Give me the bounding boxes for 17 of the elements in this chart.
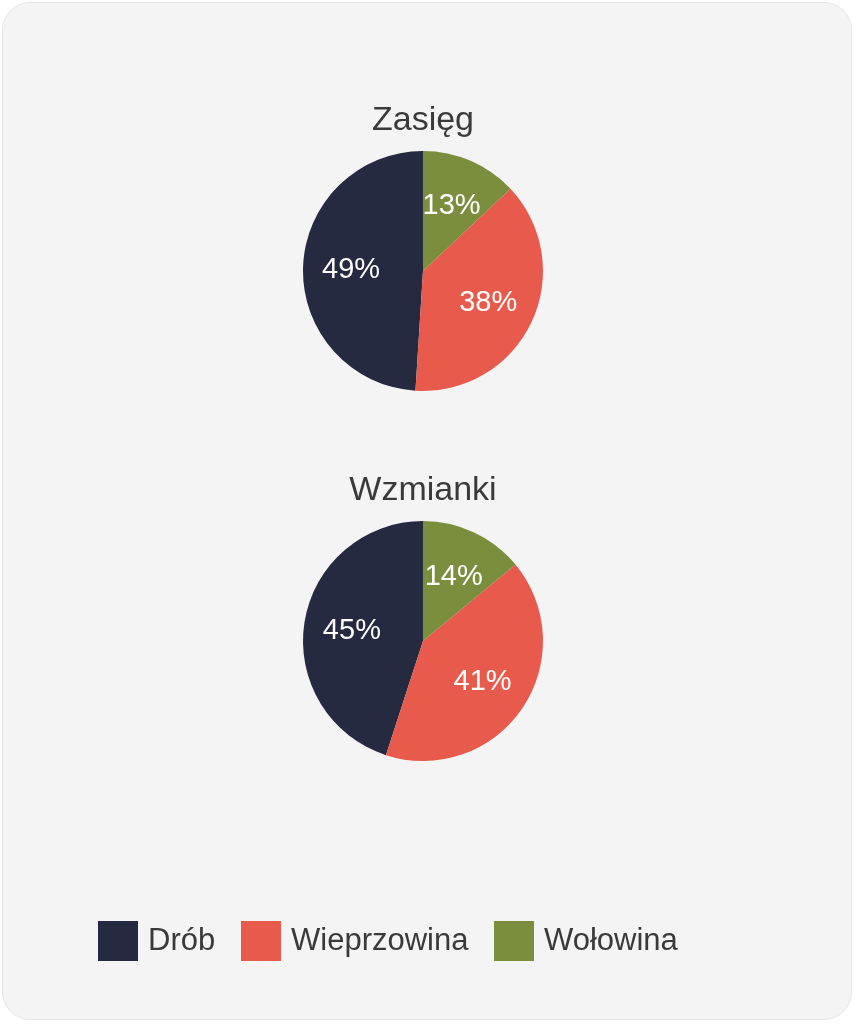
pie-slice [385, 564, 543, 761]
data-label: 38% [459, 284, 518, 317]
data-label: 14% [424, 558, 483, 591]
legend-label: Drób [148, 922, 216, 957]
pie-slice [303, 151, 423, 391]
chart-title: Wzmianki [349, 469, 497, 507]
data-label: 49% [322, 251, 381, 284]
chart-title: Zasięg [371, 99, 475, 137]
data-label: 13% [422, 187, 481, 220]
data-label: 41% [453, 664, 512, 697]
data-label: 45% [322, 612, 381, 645]
legend-label: Wołowina [544, 922, 679, 957]
pie-slice [423, 521, 516, 641]
pie-slice [415, 188, 543, 391]
pie-slice [423, 151, 511, 271]
legend-label: Wieprzowina [291, 922, 470, 957]
pie-slice [303, 521, 423, 756]
